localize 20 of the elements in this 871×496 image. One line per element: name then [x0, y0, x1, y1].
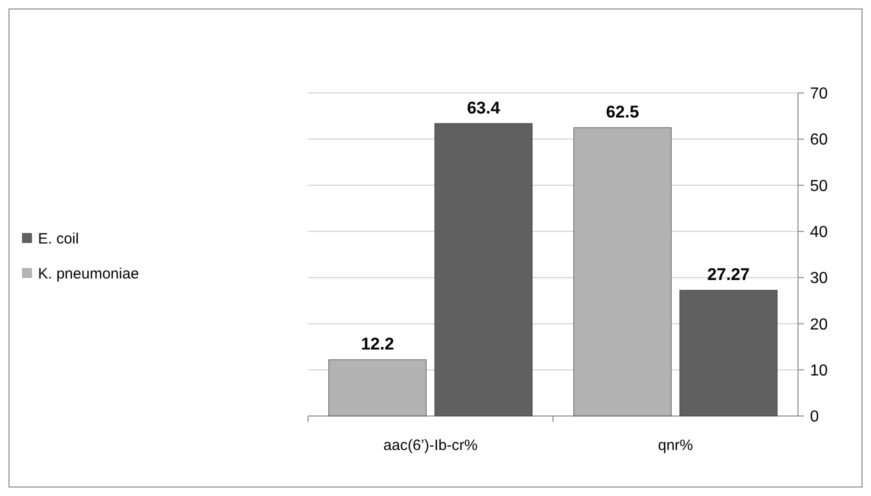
y-tick-label: 10: [810, 362, 828, 380]
data-label: 12.2: [360, 334, 394, 354]
bar: [573, 127, 672, 416]
legend-label: K. pneumoniae: [38, 265, 139, 282]
y-tick-label: 60: [810, 132, 828, 149]
y-tick-label: 70: [810, 86, 828, 103]
data-label: 62.5: [606, 102, 640, 122]
bar: [328, 359, 427, 416]
y-tick-label: 50: [810, 178, 828, 195]
data-label: 63.4: [466, 98, 501, 118]
bar: [679, 290, 778, 416]
bar: [434, 123, 533, 416]
data-label: 27.27: [707, 265, 750, 284]
x-tick-label: qnr%: [658, 437, 694, 454]
y-tick-label: 0: [810, 408, 819, 426]
legend-label: E. coil: [38, 230, 79, 248]
y-tick-label: 20: [810, 316, 828, 334]
x-tick-label: aac(6’)-Ib-cr%: [383, 437, 478, 454]
y-tick-label: 30: [810, 270, 828, 288]
y-tick-label: 40: [810, 224, 828, 242]
